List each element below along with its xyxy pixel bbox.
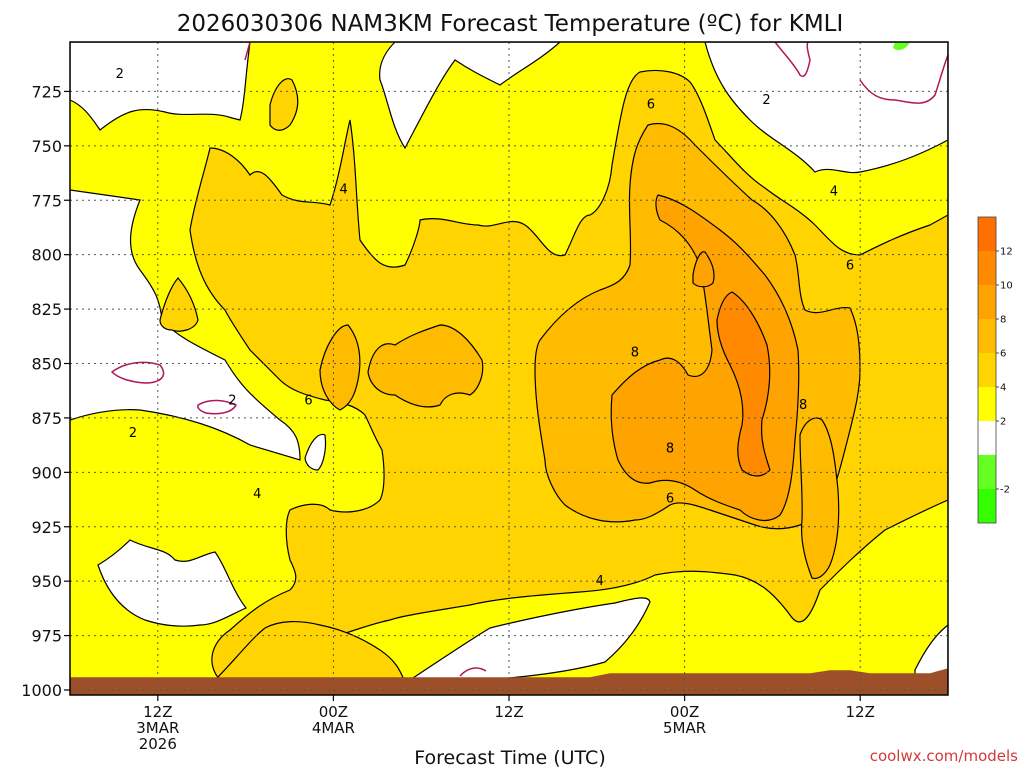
colorbar-band xyxy=(978,217,996,251)
contour-label: 2 xyxy=(116,67,124,82)
band-6-8-right xyxy=(799,417,840,580)
colorbar-band xyxy=(978,387,996,421)
y-axis-ticks: 725 750 775 800 825 850 875 900 925 950 975 1000 xyxy=(21,82,70,700)
y-tick-label: 925 xyxy=(31,518,62,537)
y-tick-label: 725 xyxy=(31,82,62,101)
colorbar-label: 2 xyxy=(1000,417,1006,428)
freezing-contour-top-right xyxy=(774,42,811,77)
contour-label: 2 xyxy=(129,426,137,441)
contour-label: 8 xyxy=(631,346,639,361)
freezing-contour-loop-1 xyxy=(110,361,165,384)
y-tick-label: 875 xyxy=(31,409,62,428)
x-tick-label: 2026 xyxy=(139,735,177,753)
colorbar-label: 12 xyxy=(1000,247,1013,258)
y-tick-label: 850 xyxy=(31,355,62,374)
band-0-2-left-mid xyxy=(70,189,301,461)
contour-label: 8 xyxy=(666,441,674,456)
colorbar-band xyxy=(978,251,996,285)
band-0-2-lower-left xyxy=(97,539,247,627)
colorbar-label: 10 xyxy=(1000,281,1013,292)
x-tick-label: 4MAR xyxy=(312,719,355,737)
band-10-12-main xyxy=(716,291,771,477)
colorbar-band xyxy=(978,455,996,489)
x-tick-label: 12Z xyxy=(846,703,875,721)
band-0-2-patch-2 xyxy=(304,433,327,471)
y-tick-label: 950 xyxy=(31,572,62,591)
contour-label: 4 xyxy=(340,182,348,197)
y-tick-label: 775 xyxy=(31,191,62,210)
freezing-contour-loop-2 xyxy=(197,399,238,415)
y-tick-label: 750 xyxy=(31,137,62,156)
contour-label: 8 xyxy=(799,398,807,413)
colorbar-band xyxy=(978,319,996,353)
green-band-tiny xyxy=(893,42,910,50)
grid-lines xyxy=(70,42,948,695)
x-axis-title: Forecast Time (UTC) xyxy=(414,747,605,768)
band-4-6-small-1 xyxy=(269,78,299,131)
contour-label: 6 xyxy=(647,97,655,112)
band-0-2-top-right xyxy=(704,42,948,174)
contour-label: 6 xyxy=(666,491,674,506)
band-6-8-left-1 xyxy=(319,324,361,411)
colorbar: -2 2 4 6 8 10 12 xyxy=(977,216,1013,524)
colorbar-band xyxy=(978,489,996,523)
chart-title: 2026030306 NAM3KM Forecast Temperature (… xyxy=(177,11,844,37)
x-tick-label: 5MAR xyxy=(663,719,706,737)
contour-label: 2 xyxy=(228,394,236,409)
y-tick-label: 800 xyxy=(31,246,62,265)
band-0-2-right-bottom xyxy=(914,624,948,681)
freezing-contour-bottom xyxy=(459,667,487,677)
colorbar-band xyxy=(978,353,996,387)
contour-label: 4 xyxy=(596,574,604,589)
band-0-2-top-mid xyxy=(379,42,561,150)
colorbar-band xyxy=(978,421,996,455)
colorbar-label: 6 xyxy=(1000,349,1006,360)
credit-text: coolwx.com/models xyxy=(870,747,1018,765)
y-tick-label: 900 xyxy=(31,463,62,482)
contour-label: 4 xyxy=(830,185,838,200)
colorbar-label: -2 xyxy=(1000,485,1010,496)
freezing-contour-right xyxy=(859,54,948,104)
y-tick-label: 1000 xyxy=(21,681,62,700)
freezing-contour-top-left xyxy=(244,42,251,61)
band-4-6-bottom-left xyxy=(213,621,405,681)
y-tick-label: 975 xyxy=(31,627,62,646)
contour-label: 2 xyxy=(762,93,770,108)
x-tick-label: 12Z xyxy=(494,703,523,721)
band-0-2-top-left xyxy=(70,42,251,131)
x-tick-label: 00Z xyxy=(319,703,348,721)
colorbar-band xyxy=(978,285,996,319)
x-tick-label: 00Z xyxy=(670,703,699,721)
colorbar-frame xyxy=(977,216,997,524)
contour-label: 4 xyxy=(253,487,261,502)
x-tick-label: 12Z xyxy=(143,703,172,721)
band-6-8-left-2 xyxy=(367,324,484,408)
contour-label: 6 xyxy=(846,259,854,274)
contour-labels: 2 2 2 6 4 4 8 8 6 4 6 2 4 6 8 xyxy=(116,67,854,589)
band-4-6-small-2 xyxy=(159,277,199,332)
colorbar-label: 4 xyxy=(1000,383,1006,394)
x-tick-label: 3MAR xyxy=(136,719,179,737)
y-tick-label: 825 xyxy=(31,300,62,319)
band-8-10-small xyxy=(692,251,715,288)
contour-label: 6 xyxy=(304,394,312,409)
terrain-mask xyxy=(70,668,948,695)
colorbar-label: 8 xyxy=(1000,315,1006,326)
